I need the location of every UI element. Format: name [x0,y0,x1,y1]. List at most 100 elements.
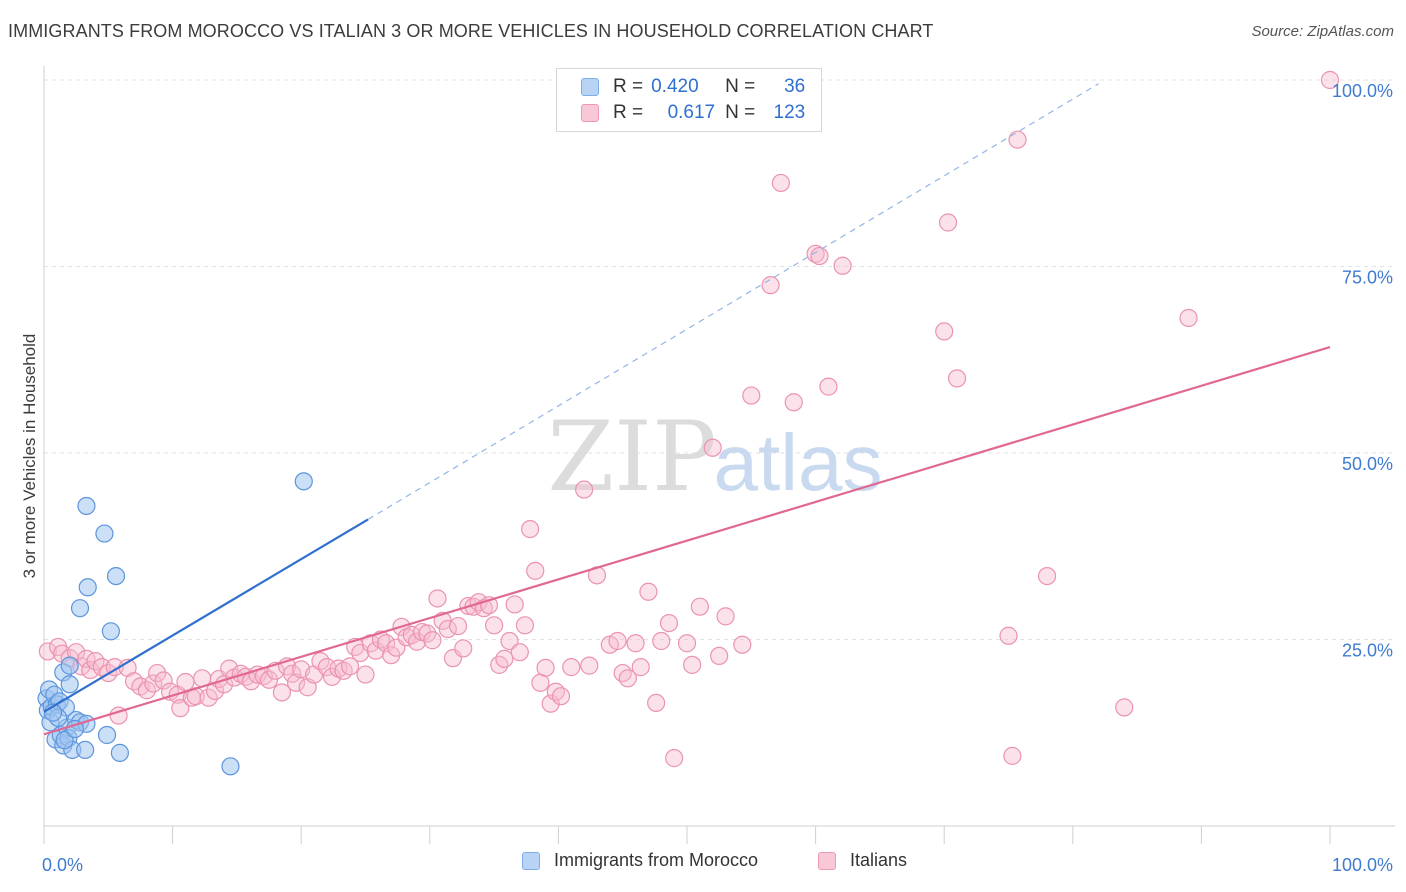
x-tick-label-min: 0.0% [42,855,83,875]
italians-point [376,634,396,653]
x-tick-label-max: 100.0% [1332,855,1393,875]
italians-point [703,438,722,457]
italians-point [1003,746,1022,765]
italians-point [1037,566,1057,586]
italians-point [580,656,599,675]
italians-point [733,635,752,654]
italians-point [428,589,447,608]
italians-trend-line [43,346,1331,736]
legend-n-label: N = [725,76,756,97]
morocco-trend-line [43,518,369,713]
italians-point [618,669,637,688]
morocco-points [37,472,313,776]
italians-point [526,561,545,580]
italians-point [771,173,790,193]
watermark: ZIP atlas [547,401,882,513]
italians-point [137,681,156,700]
italians-point [639,582,658,601]
italians-point [1008,130,1027,149]
gridlines [44,79,1395,640]
italians-point [742,386,761,405]
morocco-point [55,731,74,750]
italians-point [626,634,645,653]
morocco-point [101,622,120,641]
italians-point [575,480,594,499]
morocco-point [106,566,126,586]
bottom-legend-swatch-morocco [522,851,540,870]
legend-r-italians: 0.617 [667,102,716,123]
italians-point [947,369,967,388]
y-tick-label: 75.0% [1342,268,1393,288]
morocco-point [76,740,95,760]
italians-point [761,276,780,295]
bottom-legend-label-italians: Italians [850,850,908,870]
source-label: Source: ZipAtlas.com [1251,23,1394,40]
morocco-point [77,496,96,516]
legend-row-italians: R = 0.617 N = 123 [581,101,805,125]
italians-point [1179,308,1198,328]
legend-r-label: R = [613,102,644,123]
legend-n-morocco: 36 [784,76,806,97]
morocco-point [97,725,117,745]
legend-row-morocco: R = 0.420 N = 36 [581,75,805,99]
italians-point [659,613,679,633]
y-tick-label: 100.0% [1332,81,1393,101]
italians-point [448,616,468,636]
italians-point [199,688,218,707]
italians-point [665,749,684,768]
italians-point [81,660,100,680]
legend-n-italians: 123 [773,102,806,123]
morocco-point [78,578,97,597]
trend-lines [43,83,1331,736]
italians-point [505,595,524,614]
morocco-point [294,472,313,491]
italians-point [521,519,540,539]
italians-point [144,674,163,693]
morocco-point [70,599,90,618]
bottom-legend-label-morocco: Immigrants from Morocco [554,850,759,870]
italians-point [154,671,173,690]
italians-point [356,665,375,684]
italians-point [608,631,627,651]
italians-point [1320,70,1340,90]
italians-point [631,658,650,677]
bottom-legend-morocco: Immigrants from Morocco [522,850,758,871]
italians-point [423,631,442,650]
italians-point [683,655,702,674]
italians-point [652,631,671,651]
italians-point [500,631,519,651]
italians-point [810,246,829,266]
italians-point [220,659,239,678]
legend-r-morocco: 0.420 [651,76,699,97]
italians-point [340,657,360,676]
italians-point [469,593,488,612]
morocco-point [221,757,240,776]
italians-point [833,256,852,275]
italians-point [286,673,306,692]
stats-legend: R = 0.420 N = 36 R = 0.617 N = 123 [556,68,822,132]
morocco-point [95,524,114,543]
italians-point [710,646,729,666]
watermark-atlas: atlas [714,418,883,507]
italians-point [259,670,279,689]
italians-point [677,634,697,653]
italians-point [495,649,514,668]
legend-r-label: R = [613,76,644,97]
italians-point [819,377,838,396]
italians-point [647,693,666,713]
watermark-zip: ZIP [547,401,716,513]
italians-point [938,213,958,232]
italians-point [485,616,504,635]
italians-point [562,658,581,677]
italians-point [536,658,555,677]
italians-point [613,663,632,683]
y-tick-label: 50.0% [1342,454,1393,474]
bottom-legend-swatch-italians [818,851,836,870]
tick-labels: 25.0% 50.0% 75.0% 100.0% 0.0% 100.0% [42,81,1393,875]
y-tick-label: 25.0% [1342,641,1393,661]
morocco-trend-extension [367,83,1099,520]
italians-point [272,683,292,702]
morocco-point [110,743,129,762]
italians-point [1115,698,1134,717]
